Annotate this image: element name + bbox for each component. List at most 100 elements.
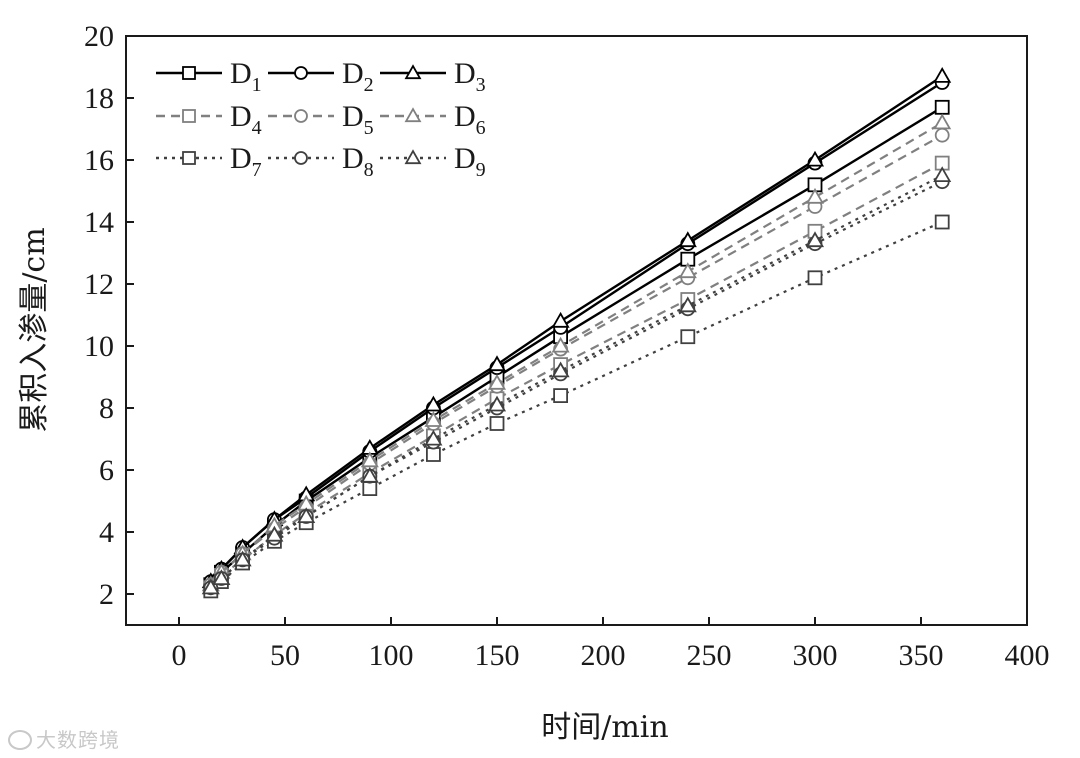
legend-label: D6 <box>454 100 486 139</box>
data-point <box>212 569 231 586</box>
data-point <box>362 481 378 497</box>
legend-marker <box>182 151 196 165</box>
series-d4 <box>203 155 950 596</box>
x-axis: 0 50 100 150 200 250 300 350 400 <box>172 617 1050 672</box>
x-tick-label: 100 <box>369 639 414 672</box>
legend-item: D4 <box>156 100 262 139</box>
legend-label: D7 <box>230 142 262 181</box>
legend-item: D6 <box>380 100 486 139</box>
series-d6 <box>201 113 952 592</box>
data-point <box>678 296 697 313</box>
legend-label: D2 <box>342 57 374 96</box>
series-d8 <box>203 174 950 596</box>
legend-marker <box>404 64 422 80</box>
data-point <box>233 550 252 567</box>
x-tick-label: 350 <box>899 639 944 672</box>
x-tick-label: 50 <box>270 639 300 672</box>
series-line <box>209 134 943 586</box>
legend-marker <box>182 109 196 123</box>
y-tick-label: 14 <box>84 206 114 239</box>
legend-item: D2 <box>268 57 374 96</box>
data-point <box>297 507 316 524</box>
legend-item: D8 <box>268 142 374 181</box>
data-point <box>487 395 507 412</box>
legend-item: D3 <box>380 57 486 96</box>
y-tick-label: 8 <box>99 392 114 425</box>
data-point <box>680 329 696 345</box>
legend-item: D1 <box>156 57 262 96</box>
data-point <box>424 429 443 446</box>
legend-label: D1 <box>230 57 262 96</box>
legend-marker <box>294 109 308 123</box>
data-point <box>487 373 507 390</box>
data-point <box>551 336 570 353</box>
x-tick-label: 200 <box>581 639 626 672</box>
y-tick-label: 12 <box>84 268 114 301</box>
series-layer <box>201 67 952 599</box>
y-tick-label: 18 <box>84 82 114 115</box>
data-point <box>487 355 507 372</box>
x-tick-label: 300 <box>793 639 838 672</box>
legend-label: D8 <box>342 142 374 181</box>
watermark: 大数跨境 <box>8 724 120 753</box>
x-tick-label: 150 <box>475 639 520 672</box>
y-tick-label: 6 <box>99 454 114 487</box>
series-d9 <box>201 166 952 595</box>
data-point <box>934 99 950 115</box>
data-point <box>933 113 952 130</box>
watermark-text: 大数跨境 <box>36 728 120 752</box>
legend-label: D9 <box>454 142 486 181</box>
data-point <box>424 411 443 427</box>
series-line <box>209 106 943 586</box>
data-point <box>805 150 825 167</box>
series-d5 <box>203 127 950 593</box>
data-point <box>425 447 441 462</box>
series-line <box>209 162 943 589</box>
x-axis-title: 时间/min <box>541 710 668 745</box>
legend-item: D7 <box>156 142 262 181</box>
y-tick-label: 4 <box>99 516 114 549</box>
data-point <box>360 466 379 483</box>
series-line <box>209 121 943 586</box>
legend-item: D5 <box>268 100 374 139</box>
series-line <box>210 174 943 589</box>
x-tick-label: 0 <box>172 639 187 672</box>
y-tick-label: 20 <box>84 20 114 53</box>
legend-label: D4 <box>230 100 262 139</box>
legend-marker <box>294 151 308 165</box>
legend-marker <box>404 149 422 165</box>
data-point <box>807 270 823 286</box>
legend-label: D5 <box>342 100 374 139</box>
data-point <box>551 361 570 378</box>
series-line <box>210 180 943 589</box>
watermark-logo-icon <box>8 730 32 750</box>
legend-item: D9 <box>380 142 486 181</box>
data-point <box>201 578 220 595</box>
y-tick-label: 10 <box>84 330 114 363</box>
data-point <box>805 231 825 248</box>
data-point <box>553 388 568 404</box>
legend-marker <box>182 66 196 80</box>
x-tick-label: 400 <box>1005 639 1050 672</box>
data-point <box>805 187 825 204</box>
y-tick-label: 16 <box>84 144 114 177</box>
legend-label: D3 <box>454 57 486 96</box>
y-axis-title: 累积入渗量/cm <box>17 227 52 432</box>
data-point <box>678 231 697 248</box>
x-tick-label: 250 <box>687 639 732 672</box>
plot-frame <box>125 35 1028 626</box>
data-point <box>360 451 379 468</box>
series-line <box>210 220 943 592</box>
data-point <box>489 416 505 431</box>
y-axis: 2 4 6 8 10 12 14 16 18 20 <box>84 20 134 611</box>
legend: D1 D2 D3 D4 D5 D6 D7 D8 D9 <box>156 57 486 181</box>
data-point <box>678 262 697 279</box>
data-point <box>551 311 570 328</box>
plot-area <box>125 35 1028 626</box>
data-point <box>934 214 950 230</box>
data-point <box>934 127 950 143</box>
series-d7 <box>203 214 950 599</box>
data-point <box>265 525 284 542</box>
data-point <box>424 395 443 412</box>
